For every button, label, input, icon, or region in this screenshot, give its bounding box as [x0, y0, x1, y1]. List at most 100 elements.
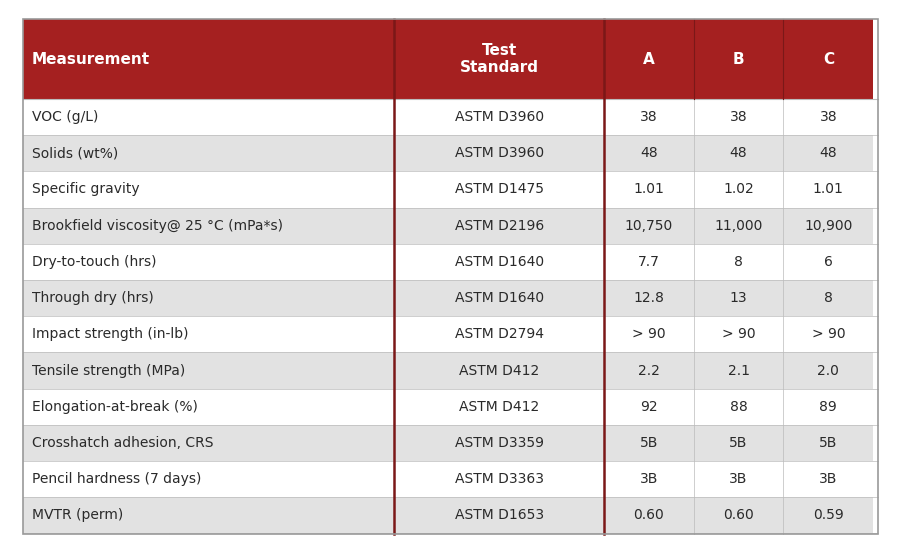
- Text: 13: 13: [730, 291, 747, 305]
- Text: 1.01: 1.01: [634, 183, 664, 196]
- Text: Specific gravity: Specific gravity: [32, 183, 140, 196]
- Text: 0.60: 0.60: [634, 508, 664, 522]
- Bar: [604, 425, 694, 461]
- Text: Through dry (hrs): Through dry (hrs): [32, 291, 153, 305]
- Text: ASTM D1475: ASTM D1475: [454, 183, 544, 196]
- Text: Brookfield viscosity@ 25 °C (mPa*s): Brookfield viscosity@ 25 °C (mPa*s): [32, 219, 283, 233]
- Text: 48: 48: [730, 146, 747, 160]
- Text: ASTM D3960: ASTM D3960: [454, 110, 544, 124]
- Bar: [783, 280, 873, 316]
- Bar: [783, 99, 873, 135]
- Text: 1.01: 1.01: [813, 183, 844, 196]
- Text: ASTM D1653: ASTM D1653: [454, 508, 544, 522]
- Text: C: C: [823, 52, 834, 67]
- Text: 48: 48: [820, 146, 837, 160]
- Bar: [604, 19, 694, 99]
- Text: Test
Standard: Test Standard: [460, 43, 539, 75]
- Text: ASTM D412: ASTM D412: [459, 364, 539, 377]
- Bar: [22, 389, 394, 425]
- Text: > 90: > 90: [812, 327, 845, 342]
- Text: ASTM D1640: ASTM D1640: [454, 255, 544, 269]
- Text: 5B: 5B: [819, 436, 838, 450]
- Text: > 90: > 90: [632, 327, 666, 342]
- Bar: [394, 353, 604, 389]
- Text: 8: 8: [734, 255, 743, 269]
- Text: 6: 6: [824, 255, 832, 269]
- Bar: [694, 353, 783, 389]
- Bar: [604, 497, 694, 534]
- Bar: [22, 316, 394, 353]
- Text: ASTM D2794: ASTM D2794: [454, 327, 544, 342]
- Bar: [394, 207, 604, 244]
- Text: A: A: [643, 52, 654, 67]
- Text: 3B: 3B: [819, 472, 838, 486]
- Bar: [22, 244, 394, 280]
- Text: > 90: > 90: [722, 327, 755, 342]
- Bar: [394, 389, 604, 425]
- Bar: [394, 244, 604, 280]
- Bar: [22, 280, 394, 316]
- Bar: [394, 316, 604, 353]
- Text: 3B: 3B: [729, 472, 748, 486]
- Text: ASTM D2196: ASTM D2196: [454, 219, 544, 233]
- Text: 0.59: 0.59: [813, 508, 843, 522]
- Bar: [22, 19, 394, 99]
- Bar: [604, 353, 694, 389]
- Text: 2.1: 2.1: [727, 364, 750, 377]
- Bar: [394, 425, 604, 461]
- Bar: [694, 389, 783, 425]
- Text: 10,750: 10,750: [625, 219, 673, 233]
- Bar: [394, 280, 604, 316]
- Bar: [783, 389, 873, 425]
- Text: ASTM D3363: ASTM D3363: [454, 472, 544, 486]
- Text: 11,000: 11,000: [715, 219, 763, 233]
- Bar: [604, 99, 694, 135]
- Text: 88: 88: [730, 400, 747, 414]
- Bar: [604, 316, 694, 353]
- Text: 5B: 5B: [729, 436, 748, 450]
- Bar: [394, 19, 604, 99]
- Text: Elongation-at-break (%): Elongation-at-break (%): [32, 400, 197, 414]
- Bar: [783, 353, 873, 389]
- Bar: [783, 461, 873, 497]
- Bar: [694, 316, 783, 353]
- Text: Impact strength (in-lb): Impact strength (in-lb): [32, 327, 188, 342]
- Text: ASTM D1640: ASTM D1640: [454, 291, 544, 305]
- Text: Dry-to-touch (hrs): Dry-to-touch (hrs): [32, 255, 156, 269]
- Text: 10,900: 10,900: [805, 219, 852, 233]
- Text: ASTM D412: ASTM D412: [459, 400, 539, 414]
- Bar: [604, 172, 694, 207]
- Bar: [694, 172, 783, 207]
- Bar: [394, 172, 604, 207]
- Bar: [694, 99, 783, 135]
- Bar: [394, 461, 604, 497]
- Bar: [22, 99, 394, 135]
- Text: 8: 8: [824, 291, 832, 305]
- Bar: [604, 135, 694, 172]
- Text: MVTR (perm): MVTR (perm): [32, 508, 122, 522]
- Text: 92: 92: [640, 400, 658, 414]
- Text: ASTM D3359: ASTM D3359: [454, 436, 544, 450]
- Text: 0.60: 0.60: [724, 508, 754, 522]
- Bar: [783, 497, 873, 534]
- Text: 3B: 3B: [640, 472, 658, 486]
- Text: Solids (wt%): Solids (wt%): [32, 146, 118, 160]
- Text: 1.02: 1.02: [724, 183, 754, 196]
- Bar: [783, 19, 873, 99]
- Bar: [694, 19, 783, 99]
- Bar: [694, 425, 783, 461]
- Text: 12.8: 12.8: [634, 291, 664, 305]
- Text: 7.7: 7.7: [638, 255, 660, 269]
- Bar: [694, 207, 783, 244]
- Text: Pencil hardness (7 days): Pencil hardness (7 days): [32, 472, 201, 486]
- Bar: [22, 207, 394, 244]
- Bar: [694, 135, 783, 172]
- Bar: [394, 99, 604, 135]
- Bar: [694, 461, 783, 497]
- Bar: [604, 207, 694, 244]
- Bar: [783, 172, 873, 207]
- Bar: [783, 244, 873, 280]
- Bar: [604, 461, 694, 497]
- Text: 38: 38: [820, 110, 837, 124]
- Text: 2.2: 2.2: [638, 364, 660, 377]
